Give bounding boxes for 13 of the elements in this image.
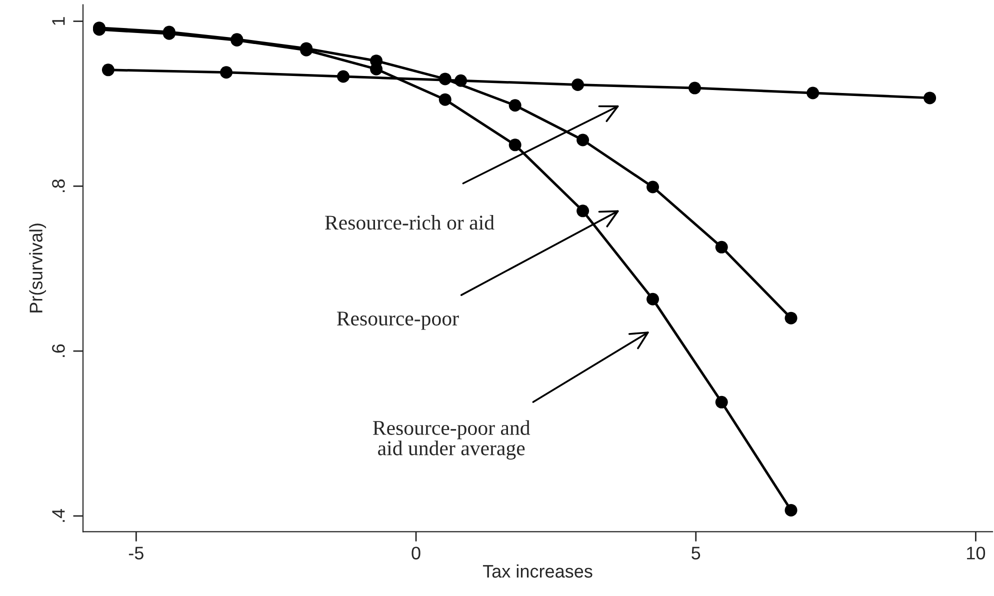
y-tick-label: .6 [52,344,65,357]
x-tick-label: -5 [128,546,144,560]
y-axis-title: Pr(survival) [29,224,46,312]
annotation: Resource-poor and aid under average [372,420,530,460]
y-tick-label: .8 [52,179,65,192]
y-tick-label: .4 [52,508,65,522]
x-axis-title: Tax increases [482,564,592,578]
annotation: Resource-rich or aid [325,215,494,230]
x-tick-label: 5 [692,546,700,560]
x-tick-label: 10 [967,546,986,560]
x-tick-label: 0 [412,546,420,560]
y-tick-label: 1 [52,17,65,25]
annotation: Resource-poor [336,312,459,330]
